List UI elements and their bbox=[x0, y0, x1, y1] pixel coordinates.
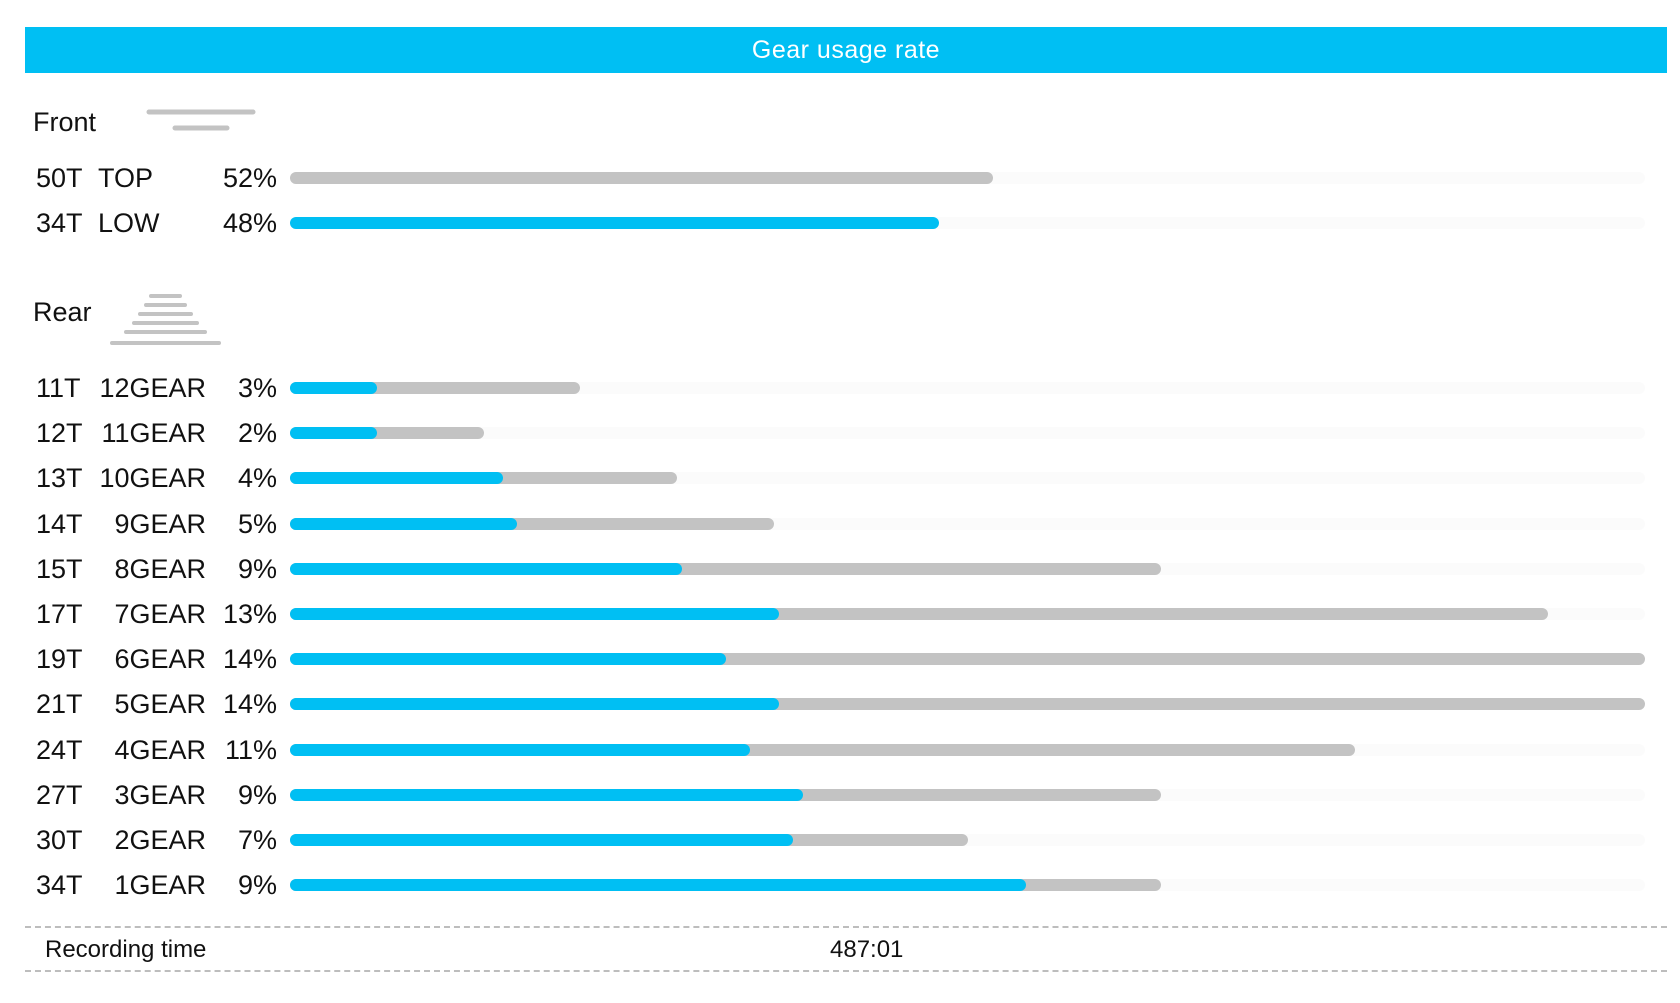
gear-name: TOP bbox=[98, 163, 154, 193]
divider-bottom bbox=[25, 970, 1667, 972]
gear-name: 3GEAR bbox=[114, 779, 206, 810]
gear-name: 10GEAR bbox=[99, 463, 206, 494]
rear-row: 17T 7GEAR 13% bbox=[0, 594, 1680, 634]
gear-teeth: 11T bbox=[36, 373, 81, 403]
front-section-label: Front bbox=[33, 107, 97, 137]
usage-bar-highlight bbox=[290, 743, 750, 756]
gear-teeth: 34T bbox=[36, 870, 83, 901]
usage-bar-highlight bbox=[290, 382, 378, 394]
usage-bar-highlight bbox=[290, 788, 803, 801]
gear-teeth: 13T bbox=[36, 463, 83, 494]
rear-row: 30T 2GEAR 7% bbox=[0, 820, 1680, 860]
gear-teeth: 50T bbox=[36, 163, 83, 193]
usage-bar-highlight bbox=[290, 427, 378, 440]
gear-teeth: 30T bbox=[36, 825, 83, 855]
usage-percent: 9% bbox=[237, 779, 277, 810]
rear-row: 19T 6GEAR 14% bbox=[0, 639, 1680, 679]
usage-percent: 48% bbox=[222, 208, 277, 238]
usage-bar-highlight bbox=[290, 608, 779, 620]
usage-percent: 4% bbox=[237, 463, 277, 494]
gear-teeth: 15T bbox=[36, 553, 83, 584]
bar-track bbox=[290, 743, 1645, 756]
usage-percent: 14% bbox=[222, 689, 277, 720]
usage-percent: 14% bbox=[222, 644, 277, 675]
rear-row: 11T 12GEAR 3% bbox=[0, 368, 1680, 408]
rear-section-label: Rear bbox=[33, 297, 92, 327]
gear-teeth: 34T bbox=[36, 208, 83, 238]
bar-track bbox=[290, 472, 1645, 485]
recording-time-value: 487:01 bbox=[830, 936, 904, 963]
bar-track bbox=[290, 653, 1645, 666]
bar-track bbox=[290, 879, 1645, 892]
usage-bar-highlight bbox=[290, 472, 503, 485]
gear-teeth: 24T bbox=[36, 734, 83, 765]
divider-top bbox=[25, 926, 1667, 928]
gear-name: 6GEAR bbox=[114, 644, 206, 675]
front-chainring-icon bbox=[146, 109, 256, 131]
usage-percent: 9% bbox=[237, 870, 277, 901]
bar-track bbox=[290, 698, 1645, 711]
usage-percent: 7% bbox=[237, 825, 277, 855]
bar-track bbox=[290, 562, 1645, 575]
gear-name: 8GEAR bbox=[114, 553, 206, 584]
bar-track bbox=[290, 517, 1645, 530]
usage-percent: 13% bbox=[222, 599, 277, 629]
gear-teeth: 17T bbox=[36, 599, 83, 629]
usage-bar-highlight bbox=[290, 217, 939, 229]
bar-track bbox=[290, 788, 1645, 801]
rear-row: 27T 3GEAR 9% bbox=[0, 775, 1680, 815]
usage-percent: 5% bbox=[237, 508, 277, 539]
recording-time-label: Recording time bbox=[45, 936, 207, 963]
gear-teeth: 14T bbox=[36, 508, 83, 539]
gear-name: 9GEAR bbox=[114, 508, 206, 539]
gear-name: 11GEAR bbox=[101, 418, 206, 449]
gear-teeth: 12T bbox=[36, 418, 83, 449]
usage-bar-highlight bbox=[290, 562, 682, 575]
gear-name: 12GEAR bbox=[99, 373, 206, 403]
gear-name: 4GEAR bbox=[114, 734, 206, 765]
usage-bar-highlight bbox=[290, 834, 794, 846]
rear-row: 12T 11GEAR 2% bbox=[0, 413, 1680, 453]
gear-name: 1GEAR bbox=[114, 870, 206, 901]
bar-track bbox=[290, 217, 1645, 229]
usage-percent: 11% bbox=[224, 734, 277, 765]
usage-bar-highlight bbox=[290, 879, 1026, 892]
usage-bar-total bbox=[290, 172, 993, 184]
gear-name: 5GEAR bbox=[114, 689, 206, 720]
title-bar: Gear usage rate bbox=[25, 27, 1667, 73]
usage-bar-highlight bbox=[290, 653, 726, 666]
usage-percent: 2% bbox=[237, 418, 277, 449]
rear-row: 13T 10GEAR 4% bbox=[0, 458, 1680, 498]
bar-track bbox=[290, 427, 1645, 440]
front-row: 50T TOP 52% bbox=[0, 158, 1680, 198]
gear-teeth: 21T bbox=[36, 689, 83, 720]
usage-bar-highlight bbox=[290, 698, 779, 711]
bar-track bbox=[290, 608, 1645, 620]
rear-row: 24T 4GEAR 11% bbox=[0, 730, 1680, 770]
usage-bar-highlight bbox=[290, 517, 518, 530]
rear-row: 14T 9GEAR 5% bbox=[0, 504, 1680, 544]
bar-track bbox=[290, 382, 1645, 394]
gear-name: LOW bbox=[98, 208, 160, 238]
usage-percent: 3% bbox=[237, 373, 277, 403]
gear-teeth: 27T bbox=[36, 779, 83, 810]
rear-row: 15T 8GEAR 9% bbox=[0, 549, 1680, 589]
page-title: Gear usage rate bbox=[751, 35, 941, 64]
bar-track bbox=[290, 834, 1645, 846]
gear-name: 2GEAR bbox=[114, 825, 206, 855]
rear-row: 21T 5GEAR 14% bbox=[0, 684, 1680, 724]
rear-row: 34T 1GEAR 9% bbox=[0, 865, 1680, 905]
gear-teeth: 19T bbox=[36, 644, 83, 675]
rear-cassette-icon bbox=[110, 294, 221, 345]
usage-percent: 52% bbox=[222, 163, 277, 193]
gear-name: 7GEAR bbox=[114, 599, 206, 629]
usage-percent: 9% bbox=[237, 553, 277, 584]
bar-track bbox=[290, 172, 1645, 184]
front-row: 34T LOW 48% bbox=[0, 203, 1680, 243]
